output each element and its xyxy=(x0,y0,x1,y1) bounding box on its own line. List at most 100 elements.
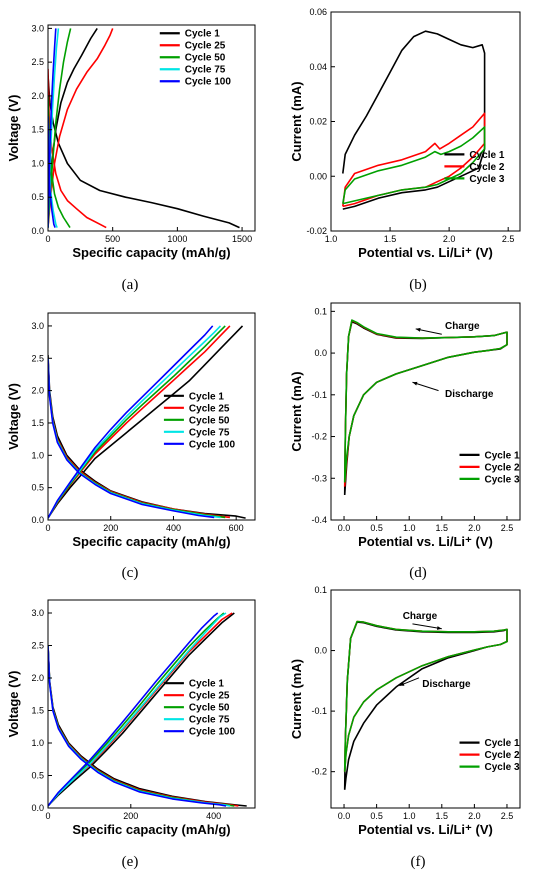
x-tick-label: 1.0 xyxy=(403,523,416,533)
y-tick-label: 0.1 xyxy=(314,306,327,316)
x-tick-label: 1000 xyxy=(167,234,187,244)
panel-b: 1.0 1.5 2.0 2.5 -0.02 0.00 0.02 0.04 0.06 Potenti… xyxy=(289,7,521,293)
annotation-arrowhead xyxy=(415,327,421,332)
legend-label: Cycle 3 xyxy=(485,762,520,773)
annotation-label: Charge xyxy=(403,611,438,622)
x-tick-label: 0 xyxy=(45,811,50,821)
panel-c: 0 200 400 600 0.0 0.5 1.0 1.5 2.0 2.5 3.0 Specific … xyxy=(6,312,256,581)
y-tick-label: 0.0 xyxy=(314,646,327,656)
y-tick-label: 2.5 xyxy=(31,353,44,363)
y-tick-label: -0.1 xyxy=(311,706,327,716)
y-tick-label: -0.4 xyxy=(311,515,327,525)
y-axis-title: Voltage (V) xyxy=(6,383,21,450)
panel-label: (e) xyxy=(122,854,139,870)
legend-label: Cycle 2 xyxy=(469,162,504,173)
legend-label: Cycle 50 xyxy=(189,415,230,426)
y-axis-title: Voltage (V) xyxy=(6,671,21,738)
y-tick-label: -0.1 xyxy=(311,390,327,400)
panel-f: 0.0 0.5 1.0 1.5 2.0 2.5 -0.2 -0.1 0.0 0.1 Potentia… xyxy=(289,585,521,870)
panel-label: (a) xyxy=(122,277,139,293)
legend-label: Cycle 75 xyxy=(189,715,230,726)
series-line-cycle-25-1 xyxy=(48,28,114,228)
y-tick-label: 1.5 xyxy=(31,706,44,716)
legend-label: Cycle 25 xyxy=(189,403,230,414)
legend-label: Cycle 50 xyxy=(189,703,230,714)
annotation-label: Discharge xyxy=(422,679,471,690)
y-tick-label: 3.0 xyxy=(31,23,44,33)
series-line-cycle-2-0 xyxy=(343,319,508,487)
x-tick-label: 200 xyxy=(103,523,118,533)
annotation-arrowhead xyxy=(399,682,405,686)
legend-label: Cycle 3 xyxy=(485,474,520,485)
plot-frame xyxy=(47,312,256,521)
y-tick-label: 2.0 xyxy=(31,673,44,683)
legend-label: Cycle 100 xyxy=(189,439,236,450)
panel-a: 0 500 1000 1500 0.0 0.5 1.0 1.5 2.0 2.5 3.0 Specifi… xyxy=(6,23,256,293)
annotation-label: Discharge xyxy=(445,389,494,400)
legend-label: Cycle 1 xyxy=(485,450,520,461)
x-tick-label: 600 xyxy=(229,523,244,533)
plot-frame xyxy=(47,24,256,232)
legend-label: Cycle 25 xyxy=(189,691,230,702)
y-tick-label: 0.0 xyxy=(314,348,327,358)
plot-frame xyxy=(47,599,256,809)
y-tick-label: 0.06 xyxy=(309,7,327,17)
x-tick-label: 1.5 xyxy=(384,234,397,244)
x-tick-label: 2.5 xyxy=(501,811,514,821)
series-line-cycle-3-0 xyxy=(342,126,486,205)
y-tick-label: 2.5 xyxy=(31,641,44,651)
y-tick-label: -0.2 xyxy=(311,767,327,777)
series-line-cycle-100-1 xyxy=(48,325,214,519)
series-line-cycle-1-0 xyxy=(48,75,240,229)
y-tick-label: -0.2 xyxy=(311,432,327,442)
panel-d: 0.0 0.5 1.0 1.5 2.0 2.5 -0.4 -0.3 -0.2 -0.1 0.0 0.1… xyxy=(289,302,521,581)
y-tick-label: 2.0 xyxy=(31,386,44,396)
annotation-label: Charge xyxy=(445,321,480,332)
x-tick-label: 2.0 xyxy=(468,523,481,533)
series-line-cycle-2-0 xyxy=(342,112,486,208)
y-tick-label: 0.0 xyxy=(31,803,44,813)
y-tick-label: 1.5 xyxy=(31,418,44,428)
x-tick-label: 2.0 xyxy=(443,234,456,244)
y-tick-label: 0.04 xyxy=(309,62,327,72)
legend-label: Cycle 1 xyxy=(485,738,520,749)
series-line-cycle-100-1 xyxy=(48,28,57,228)
y-axis-title: Current (mA) xyxy=(289,81,304,161)
x-tick-label: 0.5 xyxy=(370,811,383,821)
y-tick-label: 1.5 xyxy=(31,125,44,135)
x-tick-label: 200 xyxy=(123,811,138,821)
x-axis-title: Potential vs. Li/Li⁺ (V) xyxy=(358,822,493,837)
panel-label: (c) xyxy=(122,565,139,581)
legend-label: Cycle 2 xyxy=(485,462,520,473)
y-tick-label: -0.02 xyxy=(306,226,327,236)
series-line-cycle-1-1 xyxy=(48,612,235,807)
x-axis-title: Specific capacity (mAh/g) xyxy=(72,534,230,549)
legend-label: Cycle 100 xyxy=(185,77,232,88)
x-axis-title: Potential vs. Li/Li⁺ (V) xyxy=(358,534,493,549)
x-tick-label: 0.0 xyxy=(338,523,351,533)
y-tick-label: 0.00 xyxy=(309,171,327,181)
x-tick-label: 1.5 xyxy=(436,523,449,533)
series-line-cycle-1-0 xyxy=(343,321,508,496)
series-line-cycle-3-0 xyxy=(343,620,508,772)
legend-label: Cycle 1 xyxy=(185,29,220,40)
y-tick-label: 0.0 xyxy=(31,515,44,525)
legend-label: Cycle 75 xyxy=(189,427,230,438)
series-line-cycle-50-1 xyxy=(48,612,225,807)
x-tick-label: 1500 xyxy=(232,234,252,244)
y-axis-title: Current (mA) xyxy=(289,371,304,451)
x-tick-label: 1.0 xyxy=(325,234,338,244)
panel-label: (f) xyxy=(411,854,426,870)
x-axis-title: Specific capacity (mAh/g) xyxy=(72,245,230,260)
y-tick-label: 0.5 xyxy=(31,483,44,493)
x-tick-label: 0 xyxy=(45,523,50,533)
plot-frame xyxy=(330,302,521,521)
annotation-arrow xyxy=(412,623,442,630)
x-tick-label: 1.0 xyxy=(403,811,416,821)
y-tick-label: 0.1 xyxy=(314,585,327,595)
x-tick-label: 1.5 xyxy=(436,811,449,821)
series-line-cycle-100-0 xyxy=(48,358,215,519)
series-line-cycle-3-0 xyxy=(343,319,508,483)
x-tick-label: 2.0 xyxy=(468,811,481,821)
